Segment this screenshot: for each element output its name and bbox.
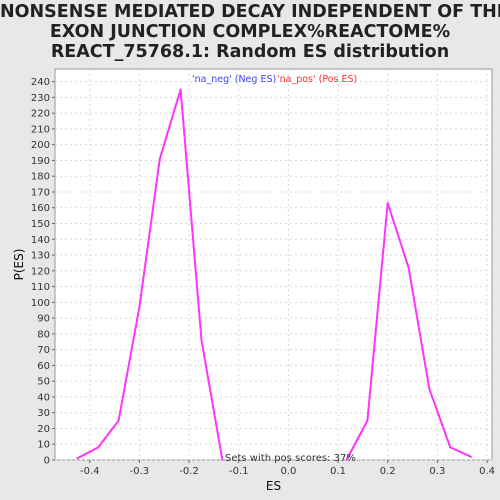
y-tick-label: 80 bbox=[37, 329, 50, 340]
grid bbox=[55, 69, 492, 461]
plot-area bbox=[54, 68, 493, 461]
y-tick-label: 160 bbox=[31, 203, 50, 214]
legend-entry-neg: 'na_neg' (Neg ES) bbox=[192, 74, 276, 85]
y-tick-label: 140 bbox=[31, 235, 50, 246]
legend-entry-pos: 'na_pos' (Pos ES) bbox=[277, 74, 357, 85]
chart-title-line-3: REACT_75768.1: Random ES distribution bbox=[50, 42, 450, 62]
data-point bbox=[407, 266, 410, 269]
y-tick-label: 10 bbox=[37, 440, 50, 451]
y-tick-label: 220 bbox=[31, 109, 50, 120]
x-tick-label: 0.0 bbox=[280, 466, 296, 477]
data-point bbox=[179, 88, 182, 91]
x-tick-label: -0.1 bbox=[229, 466, 249, 477]
y-tick-label: 130 bbox=[31, 251, 50, 262]
data-point bbox=[158, 157, 161, 160]
y-tick-label: 90 bbox=[37, 314, 50, 325]
pos-scores-annotation: Sets with pos scores: 37% bbox=[225, 453, 356, 464]
chart-title-line-1: NONSENSE MEDIATED DECAY INDEPENDENT OF T… bbox=[0, 2, 500, 22]
x-tick-label: 0.1 bbox=[330, 466, 346, 477]
y-tick-label: 30 bbox=[37, 408, 50, 419]
data-point bbox=[76, 457, 79, 460]
y-tick-label: 50 bbox=[37, 377, 50, 388]
y-tick-label: 150 bbox=[31, 219, 50, 230]
y-tick-label: 170 bbox=[31, 187, 50, 198]
y-tick-label: 240 bbox=[31, 77, 50, 88]
y-tick-label: 100 bbox=[31, 298, 50, 309]
y-tick-label: 40 bbox=[37, 392, 50, 403]
data-point bbox=[428, 388, 431, 390]
data-point bbox=[138, 306, 141, 308]
data-point bbox=[221, 459, 224, 461]
y-tick-label: 180 bbox=[31, 172, 50, 183]
axes: 0 10 20 30 40 50 60 70 80 90 100 110 120 130 140 150 160… bbox=[31, 77, 495, 477]
y-tick-label: 20 bbox=[37, 424, 50, 435]
y-tick-label: 200 bbox=[31, 140, 50, 151]
y-tick-label: 70 bbox=[37, 345, 50, 356]
data-point bbox=[449, 446, 452, 449]
series-line-1 bbox=[76, 88, 224, 461]
y-tick-label: 110 bbox=[31, 282, 50, 293]
x-tick-label: -0.3 bbox=[130, 466, 150, 477]
y-tick-label: 0 bbox=[44, 456, 50, 467]
y-tick-label: 60 bbox=[37, 361, 50, 372]
x-tick-label: -0.4 bbox=[80, 466, 100, 477]
data-point bbox=[97, 446, 100, 449]
series-lines bbox=[76, 88, 473, 461]
x-tick-label: 0.3 bbox=[429, 466, 445, 477]
data-point bbox=[366, 419, 369, 422]
chart-title: NONSENSE MEDIATED DECAY INDEPENDENT OF T… bbox=[0, 2, 500, 62]
data-point bbox=[117, 419, 120, 422]
data-point bbox=[470, 455, 473, 458]
x-axis-label: ES bbox=[266, 479, 281, 493]
x-tick-label: 0.2 bbox=[380, 466, 396, 477]
data-point bbox=[200, 339, 203, 342]
x-tick-label: 0.4 bbox=[479, 466, 495, 477]
y-tick-label: 190 bbox=[31, 156, 50, 167]
y-tick-label: 120 bbox=[31, 266, 50, 277]
y-tick-label: 230 bbox=[31, 93, 50, 104]
x-tick-label: -0.2 bbox=[179, 466, 199, 477]
chart-title-line-2: EXON JUNCTION COMPLEX%REACTOME% bbox=[49, 22, 451, 42]
y-axis-label: P(ES) bbox=[12, 249, 26, 281]
y-tick-label: 210 bbox=[31, 124, 50, 135]
data-point bbox=[386, 202, 389, 204]
data-point bbox=[345, 459, 348, 461]
